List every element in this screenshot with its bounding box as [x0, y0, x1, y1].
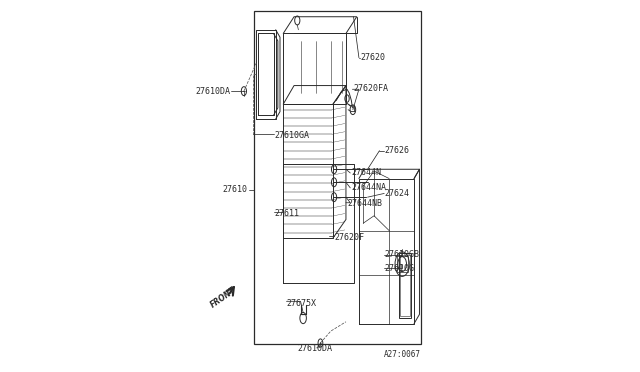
Bar	[254, 11, 420, 344]
Text: 27611: 27611	[274, 209, 299, 218]
Text: 27675X: 27675X	[287, 299, 317, 308]
Text: 27626: 27626	[385, 146, 410, 155]
Text: 27620FA: 27620FA	[353, 84, 388, 93]
Text: 27644N: 27644N	[351, 169, 381, 177]
Text: 27610DA: 27610DA	[298, 344, 332, 353]
Bar	[397, 256, 408, 272]
Text: 27620: 27620	[361, 53, 386, 62]
Text: 27620F: 27620F	[335, 233, 365, 242]
Text: 27610DA: 27610DA	[195, 87, 230, 96]
Text: 27610: 27610	[223, 185, 248, 194]
Bar	[399, 253, 411, 318]
Bar	[400, 255, 410, 316]
Text: A27:0067: A27:0067	[383, 350, 420, 359]
Text: 27644NA: 27644NA	[351, 183, 387, 192]
Text: 27624: 27624	[385, 189, 410, 198]
Text: 27644NB: 27644NB	[347, 199, 382, 208]
Text: 27610G: 27610G	[385, 264, 415, 273]
Text: FRONT: FRONT	[209, 286, 238, 310]
Text: 27610GB: 27610GB	[385, 250, 420, 259]
Text: 27610GA: 27610GA	[274, 131, 309, 140]
